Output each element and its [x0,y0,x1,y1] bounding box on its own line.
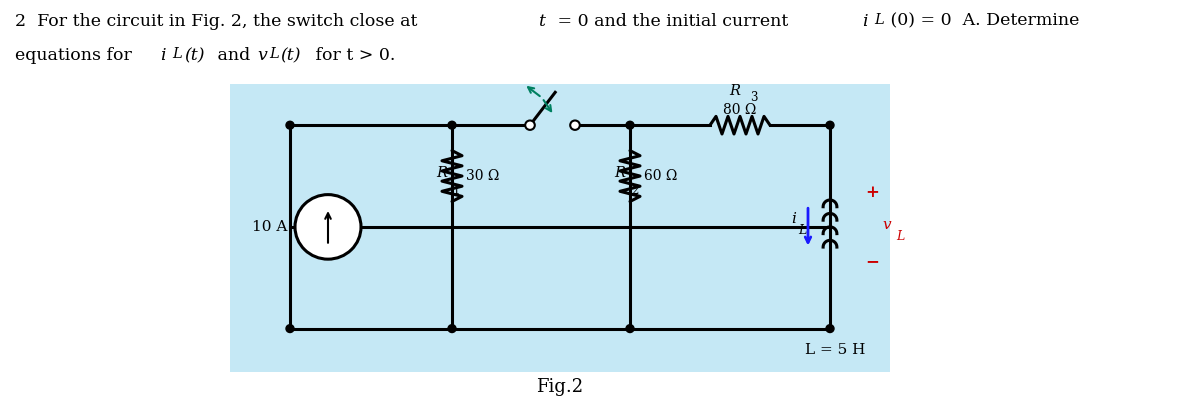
Text: Fig.2: Fig.2 [536,378,583,396]
Text: 30 Ω: 30 Ω [466,169,500,183]
Text: 2: 2 [631,184,639,197]
Text: i: i [159,47,165,64]
Text: R: R [730,84,740,98]
Text: v: v [882,218,890,232]
Circle shape [826,325,834,332]
Text: i: i [862,13,868,30]
Circle shape [626,121,634,129]
Text: t: t [539,13,544,30]
Text: 3: 3 [750,91,757,103]
Text: L: L [896,230,905,243]
Text: 10 A: 10 A [252,220,287,234]
Text: L: L [269,47,279,61]
Text: 2  For the circuit in Fig. 2, the switch close at: 2 For the circuit in Fig. 2, the switch … [15,13,423,30]
Text: L = 5 H: L = 5 H [804,343,866,357]
Text: L: L [172,47,182,61]
Circle shape [526,121,535,130]
Text: −: − [864,253,879,269]
Text: L: L [874,13,883,27]
Circle shape [286,325,294,332]
Circle shape [448,121,456,129]
Text: 80 Ω: 80 Ω [723,103,757,117]
Circle shape [626,325,634,332]
Text: 1: 1 [454,184,461,197]
Text: v: v [257,47,267,64]
Text: R: R [436,166,446,180]
Text: (0) = 0  A. Determine: (0) = 0 A. Determine [885,13,1079,30]
Text: +: + [864,184,879,201]
Bar [230,84,890,372]
Text: i: i [791,212,796,226]
Text: R: R [614,166,625,180]
Circle shape [448,325,456,332]
Text: L: L [798,224,807,237]
Text: equations for: equations for [15,47,137,64]
Circle shape [286,121,294,129]
Circle shape [295,195,361,259]
Text: (t): (t) [184,47,204,64]
Text: 60 Ω: 60 Ω [644,169,678,183]
Circle shape [826,121,834,129]
Text: = 0 and the initial current: = 0 and the initial current [552,13,794,30]
Circle shape [570,121,580,130]
Text: and: and [213,47,256,64]
Text: for t > 0.: for t > 0. [309,47,396,64]
Text: (t): (t) [280,47,300,64]
